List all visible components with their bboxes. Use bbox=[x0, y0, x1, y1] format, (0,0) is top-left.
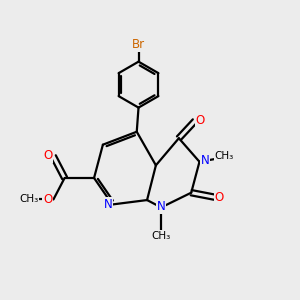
Text: N: N bbox=[103, 198, 112, 211]
Text: CH₃: CH₃ bbox=[152, 231, 171, 241]
Text: O: O bbox=[215, 190, 224, 204]
Text: N: N bbox=[157, 200, 166, 213]
Text: Br: Br bbox=[132, 38, 145, 51]
Text: O: O bbox=[195, 114, 205, 127]
Text: O: O bbox=[43, 193, 52, 206]
Text: O: O bbox=[43, 149, 52, 162]
Text: CH₃: CH₃ bbox=[214, 152, 234, 161]
Text: Br: Br bbox=[132, 38, 145, 51]
Text: CH₃: CH₃ bbox=[20, 194, 39, 205]
Text: N: N bbox=[200, 154, 209, 167]
